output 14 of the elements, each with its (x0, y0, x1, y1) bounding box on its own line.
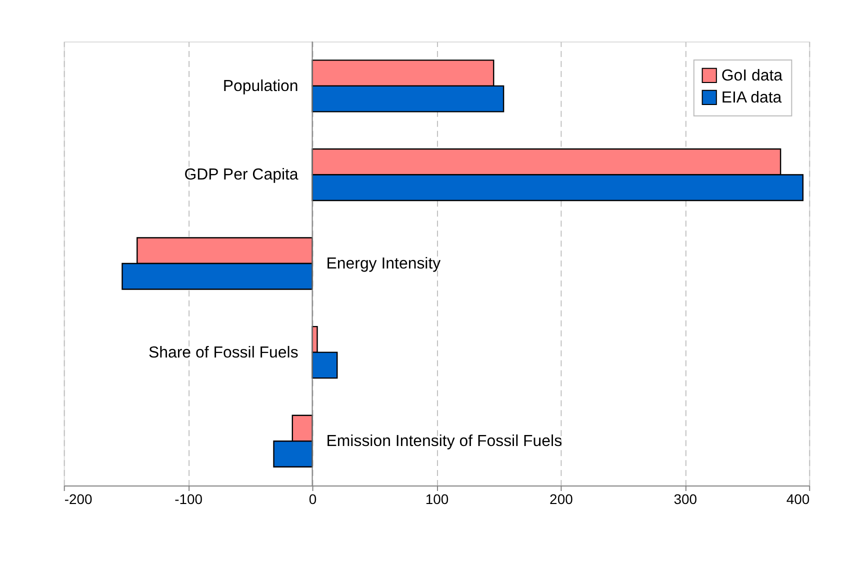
x-tick-label: 200 (550, 490, 574, 507)
legend-label: EIA data (721, 89, 782, 106)
legend-label: GoI data (721, 67, 783, 84)
y-tick-label: GDP Per Capita (184, 166, 298, 184)
y-tick-label: Population (222, 78, 298, 95)
x-tick-label: 300 (674, 490, 698, 507)
x-tick-label: 400 (786, 490, 810, 507)
y-tick-label: Emission Intensity of Fossil Fuels (326, 433, 562, 450)
y-tick-label: Energy Intensity (326, 256, 441, 273)
x-tick-label: 0 (308, 490, 317, 507)
x-tick-label: 100 (425, 490, 449, 507)
y-tick-label: Share of Fossil Fuels (148, 344, 298, 362)
x-tick-label: -200 (64, 490, 93, 507)
x-tick-label: -100 (174, 490, 203, 507)
